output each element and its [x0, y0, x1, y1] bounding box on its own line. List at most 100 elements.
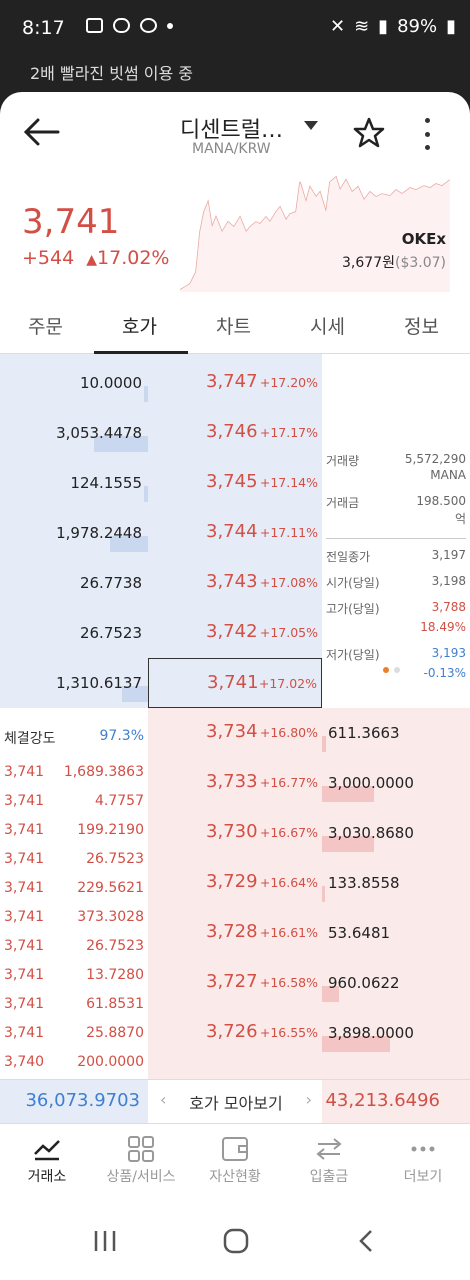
ask-row[interactable]: 3,053.4478 — [0, 408, 148, 458]
trade-row: 3,741 373.3028 — [4, 909, 144, 925]
tab-info[interactable]: 정보 — [404, 316, 439, 338]
ask-row[interactable]: 26.7738 — [0, 558, 148, 608]
bid-price-cell[interactable]: 3,733 +16.77% — [148, 758, 322, 808]
home-icon[interactable] — [222, 1227, 250, 1255]
coin-title[interactable]: 디센트럴… — [180, 118, 283, 143]
trade-row: 3,741 1,689.3863 — [4, 764, 144, 780]
ask-price-cell[interactable]: 3,745 +17.14% — [148, 458, 322, 508]
chevron-left-icon[interactable]: ‹ — [160, 1090, 167, 1109]
bid-price-cell[interactable]: 3,729 +16.64% — [148, 858, 322, 908]
bid-price-cell[interactable]: 3,728 +16.61% — [148, 908, 322, 958]
more-menu-icon[interactable] — [420, 118, 434, 150]
recent-apps-icon[interactable] — [92, 1229, 118, 1253]
ask-price: 3,746 — [206, 421, 258, 442]
bid-pct: +16.55% — [259, 1025, 318, 1040]
bid-row[interactable]: 3,000.0000 — [322, 758, 470, 808]
chevron-down-icon[interactable] — [304, 121, 318, 130]
ask-price-cell[interactable]: 3,744 +17.11% — [148, 508, 322, 558]
ask-row[interactable]: 1,310.6137 — [0, 658, 148, 708]
amount-value: 198.500 — [416, 494, 466, 508]
ask-volume: 1,310.6137 — [56, 674, 142, 692]
ask-price-cell[interactable]: 3,746 +17.17% — [148, 408, 322, 458]
up-triangle-icon: ▲ — [86, 252, 98, 268]
ask-price: 3,741 — [207, 672, 259, 693]
bid-price-cell[interactable]: 3,730 +16.67% — [148, 808, 322, 858]
trade-row: 3,741 26.7523 — [4, 851, 144, 867]
ask-price-cell[interactable]: 3,742 +17.05% — [148, 608, 322, 658]
bid-price: 3,730 — [206, 821, 258, 842]
bid-price: 3,729 — [206, 871, 258, 892]
tab-indicator — [94, 351, 188, 354]
strength-value: 97.3% — [99, 728, 144, 744]
ask-volume: 1,978.2448 — [56, 524, 142, 542]
tab-chart[interactable]: 차트 — [216, 316, 251, 338]
bid-price-cell[interactable]: 3,727 +16.58% — [148, 958, 322, 1008]
bid-price: 3,728 — [206, 921, 258, 942]
bid-row[interactable]: 133.8558 — [322, 858, 470, 908]
group-label[interactable]: 호가 모아보기 — [189, 1094, 283, 1113]
bid-row[interactable]: 611.3663 — [322, 708, 470, 758]
info-page-indicator — [383, 667, 400, 673]
bid-row[interactable]: 3,030.8680 — [322, 808, 470, 858]
chevron-right-icon[interactable]: › — [305, 1090, 312, 1109]
favorite-star-icon[interactable] — [352, 116, 386, 150]
ask-price: 3,744 — [206, 521, 258, 542]
bid-volume-column — [322, 708, 470, 1079]
mini-price-chart — [180, 175, 450, 292]
trade-row: 3,741 229.5621 — [4, 880, 144, 896]
trade-list: 체결강도 97.3% 3,741 1,689.3863 3,741 4.7757 3… — [0, 708, 148, 1079]
ask-pct: +17.02% — [258, 676, 317, 691]
ask-pct: +17.05% — [259, 625, 318, 640]
change-pct: 17.02% — [97, 247, 170, 269]
ask-row[interactable]: 124.1555 — [0, 458, 148, 508]
more-notifications-icon — [167, 22, 173, 29]
volume-unit: MANA — [430, 468, 466, 482]
bid-price-cell[interactable]: 3,726 +16.55% — [148, 1008, 322, 1058]
bid-row[interactable]: 53.6481 — [322, 908, 470, 958]
nav-exchange[interactable]: 거래소 — [0, 1136, 94, 1186]
battery-text: 89% — [397, 16, 438, 37]
nav-more[interactable]: 더보기 — [376, 1136, 470, 1186]
back-arrow-icon[interactable] — [22, 116, 62, 148]
change-abs: +544 — [22, 247, 75, 269]
price-change: +544 ▲17.02% — [22, 247, 169, 269]
trade-row: 3,741 25.8870 — [4, 1025, 144, 1041]
tab-orderbook[interactable]: 호가 — [122, 316, 157, 338]
bid-pct: +16.61% — [259, 925, 318, 940]
bid-price: 3,727 — [206, 971, 258, 992]
wallet-icon — [222, 1137, 248, 1161]
bid-volume: 53.6481 — [328, 924, 391, 942]
back-nav-icon[interactable] — [356, 1229, 376, 1253]
header: 디센트럴… MANA/KRW — [0, 92, 470, 172]
bid-pct: +16.67% — [259, 825, 318, 840]
tab-order[interactable]: 주문 — [28, 316, 63, 338]
ask-price-cell[interactable]: 3,747 +17.20% — [148, 358, 322, 408]
orderbook-group-toggle[interactable]: ‹ 호가 모아보기 › — [160, 1090, 312, 1114]
ask-pct: +17.11% — [259, 525, 318, 540]
current-price-cell[interactable]: 3,741 +17.02% — [148, 658, 322, 708]
talk-icon — [113, 18, 130, 33]
bid-price: 3,726 — [206, 1021, 258, 1042]
nav-assets[interactable]: 자산현황 — [188, 1136, 282, 1186]
ask-row[interactable]: 26.7523 — [0, 608, 148, 658]
chat-icon — [140, 18, 157, 33]
ask-row[interactable]: 1,978.2448 — [0, 508, 148, 558]
current-price: 3,741 — [22, 202, 120, 242]
tab-quotes[interactable]: 시세 — [310, 316, 345, 338]
amount-unit: 억 — [454, 512, 466, 526]
ask-volume-column — [0, 354, 148, 708]
ask-row[interactable]: 10.0000 — [0, 358, 148, 408]
low-value: 3,193 — [431, 646, 466, 660]
low-label: 저가(당일) — [326, 648, 380, 662]
bid-volume: 960.0622 — [328, 974, 400, 992]
trade-row: 3,741 13.7280 — [4, 967, 144, 983]
bid-total: 43,213.6496 — [322, 1080, 470, 1124]
bid-row[interactable]: 3,898.0000 — [322, 1008, 470, 1058]
nav-products[interactable]: 상품/서비스 — [94, 1136, 188, 1186]
bid-row[interactable]: 960.0622 — [322, 958, 470, 1008]
system-icons: ✕ ≋ ▮ 89% ▮ — [330, 16, 456, 37]
prev-close-value: 3,197 — [431, 548, 466, 562]
bid-price-cell[interactable]: 3,734 +16.80% — [148, 708, 322, 758]
nav-deposit[interactable]: 입출금 — [282, 1136, 376, 1186]
ask-price-cell[interactable]: 3,743 +17.08% — [148, 558, 322, 608]
